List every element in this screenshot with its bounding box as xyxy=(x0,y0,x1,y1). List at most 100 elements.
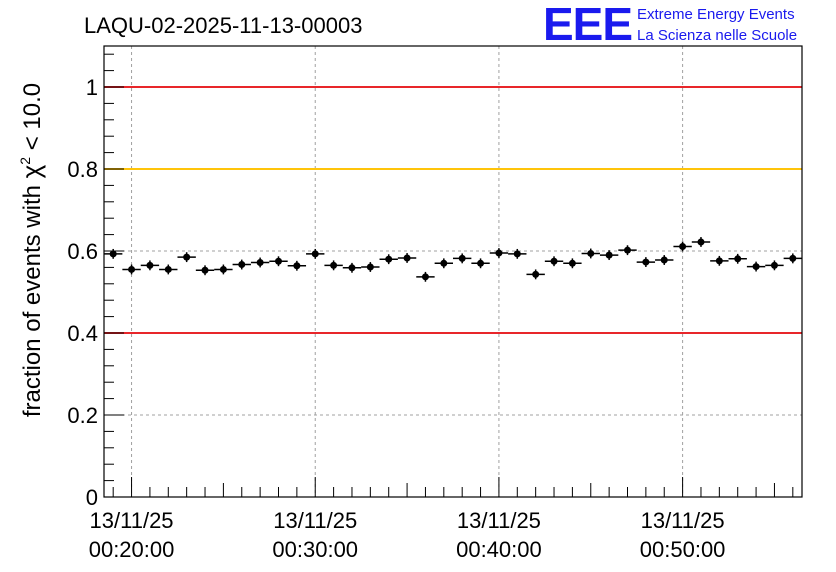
data-point-10 xyxy=(287,260,307,271)
data-point-9 xyxy=(269,256,288,267)
x-tick-date-0: 13/11/25 xyxy=(90,508,174,533)
data-point-29 xyxy=(636,257,656,267)
y-tick-label-0: 0 xyxy=(86,485,98,510)
chart-title: LAQU-02-2025-11-13-00003 xyxy=(84,13,362,38)
marker xyxy=(660,256,668,264)
x-tick-date-3: 13/11/25 xyxy=(641,508,725,533)
x-tick-time-3: 00:50:00 xyxy=(640,537,726,562)
marker xyxy=(715,257,723,265)
marker xyxy=(458,254,466,262)
x-tick-date-1: 13/11/25 xyxy=(273,508,357,533)
marker xyxy=(789,254,797,262)
data-point-20 xyxy=(471,258,490,269)
data-points xyxy=(104,237,802,282)
marker xyxy=(587,249,595,257)
marker xyxy=(532,270,540,278)
marker xyxy=(146,261,154,269)
marker xyxy=(403,254,411,262)
marker xyxy=(164,265,172,273)
x-tick-time-2: 00:40:00 xyxy=(456,537,542,562)
data-point-19 xyxy=(453,253,472,264)
y-axis-label-sup: 2 xyxy=(17,157,33,165)
marker xyxy=(128,265,136,273)
logo-letters: EEE xyxy=(543,0,632,50)
reference-lines xyxy=(104,86,802,334)
marker xyxy=(238,261,246,269)
data-point-17 xyxy=(416,271,435,282)
logo-line-1: Extreme Energy Events xyxy=(637,6,795,23)
grid-lines xyxy=(104,46,802,497)
x-tick-time-0: 00:20:00 xyxy=(89,537,175,562)
data-point-33 xyxy=(710,255,729,266)
marker xyxy=(311,250,319,258)
y-tick-label-2: 0.4 xyxy=(67,321,98,346)
y-tick-label-5: 1 xyxy=(86,75,98,100)
data-point-30 xyxy=(655,255,674,265)
marker xyxy=(293,262,301,270)
marker xyxy=(568,259,576,267)
marker xyxy=(477,259,485,267)
marker xyxy=(366,263,374,271)
data-point-5 xyxy=(195,265,215,276)
data-point-12 xyxy=(324,260,343,271)
marker xyxy=(385,255,393,263)
data-point-8 xyxy=(250,257,270,268)
marker xyxy=(275,257,282,265)
data-point-27 xyxy=(599,250,619,261)
data-point-7 xyxy=(232,259,251,270)
data-point-37 xyxy=(783,253,802,264)
plot-frame xyxy=(103,45,803,498)
data-point-28 xyxy=(618,245,637,256)
marker xyxy=(256,258,264,266)
data-point-21 xyxy=(489,248,509,258)
marker xyxy=(770,261,778,269)
marker xyxy=(642,258,650,266)
data-point-6 xyxy=(214,264,233,275)
marker xyxy=(109,250,117,258)
data-point-22 xyxy=(508,248,527,259)
y-axis-label-chi: χ xyxy=(16,164,46,178)
data-point-14 xyxy=(361,262,380,272)
data-point-16 xyxy=(397,253,417,263)
data-point-35 xyxy=(746,261,766,272)
data-point-11 xyxy=(306,248,325,259)
y-axis-label-suffix: < 10.0 xyxy=(19,83,46,157)
marker xyxy=(752,263,760,271)
data-point-3 xyxy=(159,264,178,275)
x-tick-date-2: 13/11/25 xyxy=(457,508,541,533)
marker xyxy=(421,273,429,281)
axis-ticks: 0 0.2 0.4 0.6 0.8 1 13/11/25 00:20:00 13/11/25 00… xyxy=(67,53,794,562)
y-tick-label-4: 0.8 xyxy=(67,157,98,182)
data-point-23 xyxy=(526,269,545,280)
marker xyxy=(624,246,631,254)
y-tick-label-3: 0.6 xyxy=(67,239,98,264)
y-tick-label-1: 0.2 xyxy=(67,403,98,428)
marker xyxy=(330,261,338,269)
data-point-15 xyxy=(379,254,398,265)
marker xyxy=(550,257,558,265)
y-axis-label-prefix: fraction of events with xyxy=(19,178,46,417)
x-tick-time-1: 00:30:00 xyxy=(272,537,358,562)
marker xyxy=(348,264,356,272)
data-point-4 xyxy=(177,252,196,263)
data-point-25 xyxy=(563,258,582,269)
data-point-1 xyxy=(122,264,141,275)
marker xyxy=(219,265,227,273)
marker xyxy=(440,259,448,267)
data-point-31 xyxy=(673,241,692,252)
marker xyxy=(697,238,705,246)
marker xyxy=(495,249,503,257)
data-point-2 xyxy=(140,260,160,271)
data-point-18 xyxy=(434,258,453,269)
logo-line-2: La Scienza nelle Scuole xyxy=(637,27,797,44)
data-point-34 xyxy=(728,253,747,264)
marker xyxy=(183,253,191,261)
marker xyxy=(734,255,742,263)
data-point-13 xyxy=(342,262,362,273)
data-point-32 xyxy=(691,237,711,247)
axes xyxy=(103,45,803,498)
marker xyxy=(605,251,613,259)
data-point-24 xyxy=(544,256,564,267)
y-axis-label: fraction of events with χ2 < 10.0 xyxy=(16,83,46,417)
